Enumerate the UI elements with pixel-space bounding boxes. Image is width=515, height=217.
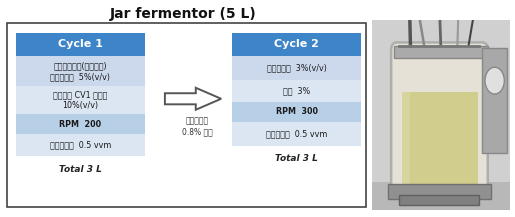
Bar xyxy=(232,56,361,80)
Bar xyxy=(232,122,361,146)
Text: Total 3 L: Total 3 L xyxy=(275,155,318,163)
Bar xyxy=(232,80,361,102)
Bar xyxy=(402,92,478,184)
Bar xyxy=(402,92,410,184)
Text: 산소주입량  0.5 vvm: 산소주입량 0.5 vvm xyxy=(266,129,327,138)
Bar xyxy=(16,134,145,156)
Text: Cycle 2: Cycle 2 xyxy=(274,39,319,49)
Text: Jar fermentor (5 L): Jar fermentor (5 L) xyxy=(110,7,256,21)
Polygon shape xyxy=(165,88,221,110)
Bar xyxy=(372,20,510,182)
Text: RPM  200: RPM 200 xyxy=(59,120,101,129)
Text: 에탄올농도  3%(v/v): 에탄올농도 3%(v/v) xyxy=(267,63,327,72)
FancyBboxPatch shape xyxy=(391,43,488,195)
Bar xyxy=(232,102,361,122)
Bar xyxy=(400,195,479,205)
Text: RPM  300: RPM 300 xyxy=(276,107,318,116)
Bar xyxy=(482,48,507,153)
Text: Cycle 1: Cycle 1 xyxy=(58,39,103,49)
Text: 산소주입량  0.5 vvm: 산소주입량 0.5 vvm xyxy=(50,141,111,150)
Bar xyxy=(388,184,490,199)
Bar xyxy=(232,33,361,56)
Text: 산도  3%: 산도 3% xyxy=(283,86,310,95)
Bar xyxy=(16,86,145,114)
Text: Total 3 L: Total 3 L xyxy=(59,165,102,174)
Bar xyxy=(16,114,145,134)
Bar xyxy=(16,56,145,86)
Bar xyxy=(394,46,488,58)
Text: 에탄올농도
0.8% 이하: 에탄올농도 0.8% 이하 xyxy=(182,116,213,136)
Bar xyxy=(16,33,145,56)
Circle shape xyxy=(485,67,504,94)
Text: 초산균주 CV1 배양액
10%(v/v): 초산균주 CV1 배양액 10%(v/v) xyxy=(53,90,108,110)
Text: 알코올발효액(벌낙거리)
에탄올농도  5%(v/v): 알코올발효액(벌낙거리) 에탄올농도 5%(v/v) xyxy=(50,61,111,81)
